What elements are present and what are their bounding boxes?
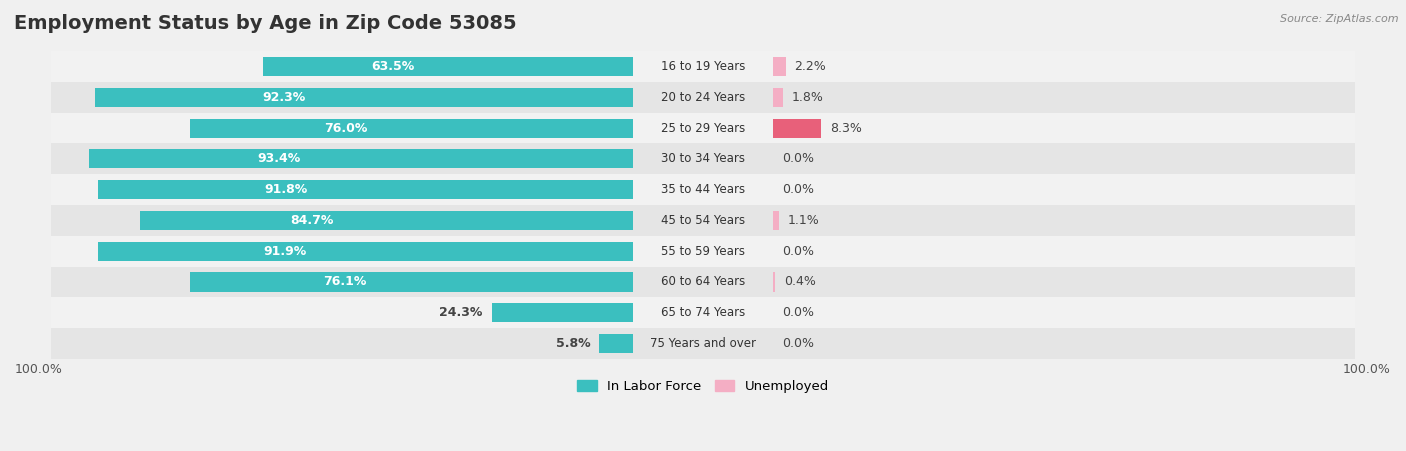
Bar bbox=[51, 143, 1355, 174]
Text: 76.0%: 76.0% bbox=[323, 121, 367, 134]
Bar bbox=[89, 149, 633, 168]
Text: 60 to 64 Years: 60 to 64 Years bbox=[661, 276, 745, 289]
Bar bbox=[263, 57, 633, 76]
Bar bbox=[51, 174, 1355, 205]
Bar bbox=[773, 119, 821, 138]
Bar bbox=[51, 113, 1355, 143]
Bar bbox=[492, 303, 633, 322]
Text: Employment Status by Age in Zip Code 53085: Employment Status by Age in Zip Code 530… bbox=[14, 14, 516, 32]
Bar bbox=[190, 119, 633, 138]
Text: 8.3%: 8.3% bbox=[830, 121, 862, 134]
Text: Source: ZipAtlas.com: Source: ZipAtlas.com bbox=[1281, 14, 1399, 23]
Bar bbox=[98, 242, 633, 261]
Text: 0.0%: 0.0% bbox=[782, 152, 814, 166]
Bar bbox=[773, 57, 786, 76]
Text: 24.3%: 24.3% bbox=[440, 306, 482, 319]
Text: 84.7%: 84.7% bbox=[291, 214, 335, 227]
Text: 25 to 29 Years: 25 to 29 Years bbox=[661, 121, 745, 134]
Bar bbox=[139, 211, 633, 230]
Bar bbox=[190, 272, 633, 291]
Text: 1.8%: 1.8% bbox=[792, 91, 824, 104]
Text: 0.4%: 0.4% bbox=[785, 276, 815, 289]
Text: 30 to 34 Years: 30 to 34 Years bbox=[661, 152, 745, 166]
Text: 63.5%: 63.5% bbox=[371, 60, 415, 73]
Text: 0.0%: 0.0% bbox=[782, 306, 814, 319]
Bar bbox=[773, 87, 783, 107]
Text: 5.8%: 5.8% bbox=[555, 337, 591, 350]
Text: 35 to 44 Years: 35 to 44 Years bbox=[661, 183, 745, 196]
Bar bbox=[51, 267, 1355, 297]
Text: 2.2%: 2.2% bbox=[794, 60, 827, 73]
Bar bbox=[51, 82, 1355, 113]
Text: 0.0%: 0.0% bbox=[782, 183, 814, 196]
Text: 20 to 24 Years: 20 to 24 Years bbox=[661, 91, 745, 104]
Bar bbox=[773, 272, 775, 291]
Text: 45 to 54 Years: 45 to 54 Years bbox=[661, 214, 745, 227]
Text: 65 to 74 Years: 65 to 74 Years bbox=[661, 306, 745, 319]
Bar bbox=[51, 51, 1355, 82]
Bar bbox=[51, 236, 1355, 267]
Bar bbox=[51, 205, 1355, 236]
Text: 55 to 59 Years: 55 to 59 Years bbox=[661, 245, 745, 258]
Bar bbox=[51, 328, 1355, 359]
Legend: In Labor Force, Unemployed: In Labor Force, Unemployed bbox=[571, 375, 835, 399]
Text: 93.4%: 93.4% bbox=[257, 152, 301, 166]
Bar bbox=[773, 211, 779, 230]
Text: 0.0%: 0.0% bbox=[782, 245, 814, 258]
Bar bbox=[96, 87, 633, 107]
Text: 92.3%: 92.3% bbox=[262, 91, 305, 104]
Bar bbox=[98, 180, 633, 199]
Text: 91.9%: 91.9% bbox=[263, 245, 307, 258]
Text: 16 to 19 Years: 16 to 19 Years bbox=[661, 60, 745, 73]
Text: 76.1%: 76.1% bbox=[323, 276, 367, 289]
Text: 1.1%: 1.1% bbox=[787, 214, 820, 227]
Text: 0.0%: 0.0% bbox=[782, 337, 814, 350]
Text: 75 Years and over: 75 Years and over bbox=[650, 337, 756, 350]
Bar bbox=[599, 334, 633, 353]
Bar bbox=[51, 297, 1355, 328]
Text: 91.8%: 91.8% bbox=[264, 183, 307, 196]
